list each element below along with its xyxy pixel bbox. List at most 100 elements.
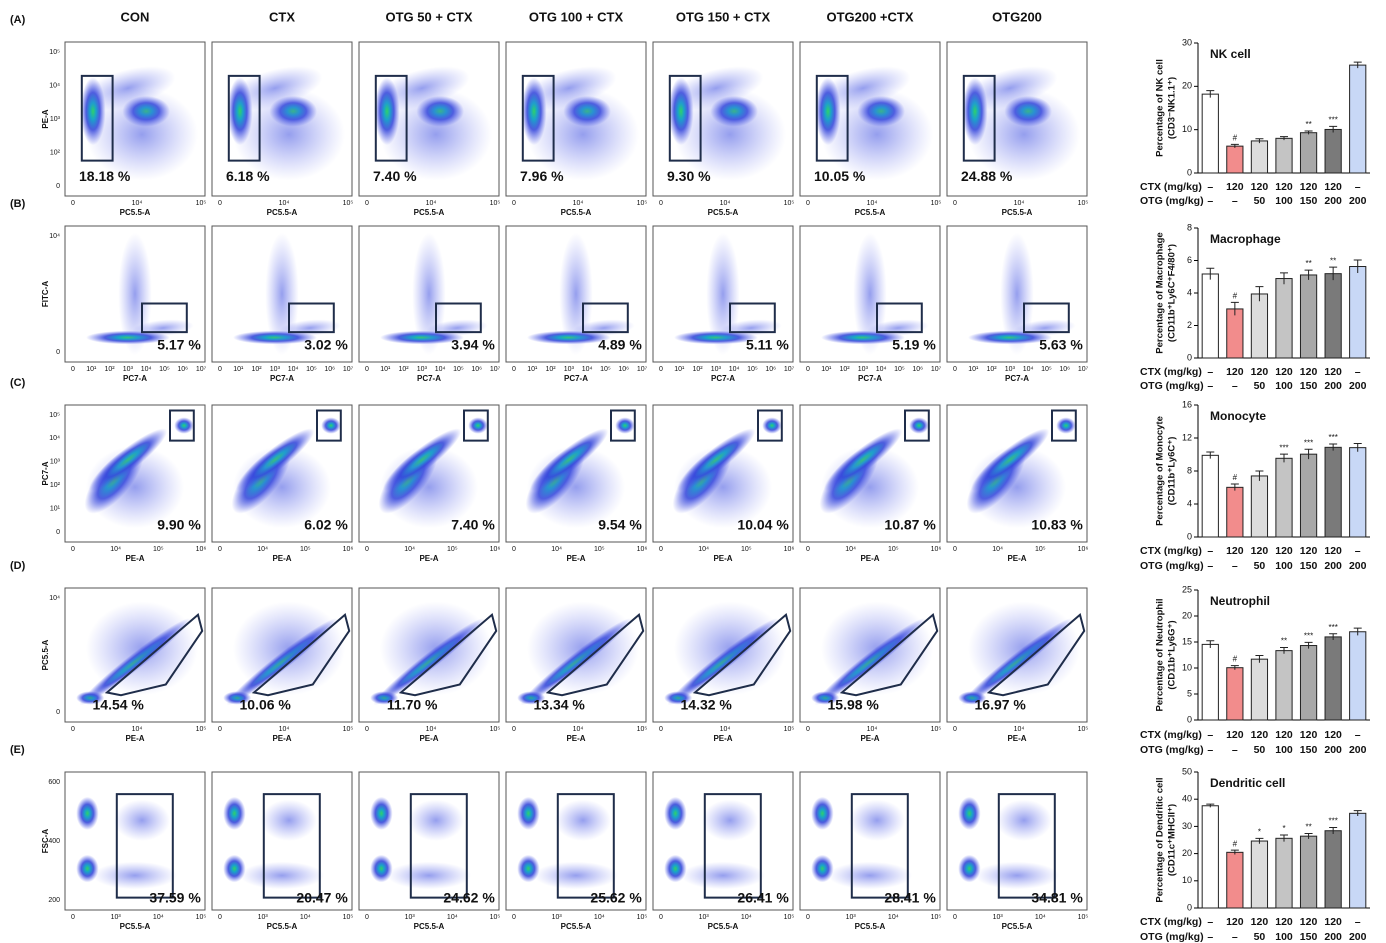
gate: [409, 793, 468, 899]
error-bar: [1280, 647, 1288, 654]
bar: [1201, 93, 1219, 174]
gate-percent: 15.98 %: [828, 697, 880, 713]
table-cell: 200: [1324, 560, 1342, 572]
flow-x-tick-label: 10³: [552, 914, 563, 921]
y-axis-label: Percentage of Monocyte: [1155, 416, 1166, 526]
table-cell: 120: [1251, 545, 1269, 557]
flow-x-tick-label: 10⁴: [888, 914, 899, 921]
y-tick-label: 0: [1187, 902, 1192, 912]
density-cloud: [380, 446, 478, 529]
flow-x-label: PC7-A: [417, 374, 441, 383]
table-cell: –: [1355, 545, 1361, 557]
flow-x-tick-label: 10⁴: [720, 200, 731, 207]
flow-x-tick-label: 0: [806, 546, 810, 553]
row-label: (B): [10, 198, 26, 210]
table-cell: 120: [1300, 366, 1318, 378]
flow-y-tick-label: 10⁵: [49, 412, 60, 419]
flow-x-tick-label: 10⁴: [426, 200, 437, 207]
panel-frame: [652, 587, 794, 723]
density-cloud: [380, 88, 492, 181]
bar: [1324, 446, 1342, 538]
gate-percent: 24.62 %: [443, 890, 495, 906]
significance: *: [1258, 827, 1261, 836]
panel-frame: [358, 771, 500, 911]
error-bar: [1230, 849, 1239, 855]
bar: [1299, 132, 1318, 174]
gate: [251, 613, 351, 697]
flow-x-tick-label: 10²: [105, 366, 116, 373]
y-tick-label: 6: [1187, 255, 1192, 265]
panel-frame: [64, 41, 206, 197]
flow-y-tick-label: 10¹: [50, 505, 61, 512]
density-cloud: [702, 799, 758, 841]
flow-x-tick-label: 0: [218, 726, 222, 733]
gate: [668, 74, 702, 162]
gate: [556, 793, 615, 899]
significance: ***: [1279, 443, 1288, 452]
significance: *: [1282, 824, 1285, 833]
gate: [582, 302, 629, 334]
flow-x-tick-label: 10⁵: [784, 726, 795, 733]
gate: [904, 409, 930, 442]
flow-x-tick-label: 0: [512, 546, 516, 553]
flow-x-tick-label: 10⁵: [343, 200, 354, 207]
panel-frame: [211, 771, 353, 911]
density-cloud: [706, 232, 740, 356]
gate-percent: 24.88 %: [961, 168, 1013, 184]
density-cloud: [114, 799, 170, 841]
density: [664, 796, 765, 890]
gate: [141, 302, 188, 334]
error-bar: [1206, 803, 1215, 808]
density-cloud: [240, 861, 324, 890]
panel-frame: [946, 404, 1088, 543]
flow-x-tick-label: 10⁵: [637, 200, 648, 207]
table-cell: 50: [1254, 380, 1266, 392]
panel-frame: [946, 225, 1088, 363]
flow-x-label: PC5.5-A: [267, 208, 298, 217]
error-bar: [1206, 451, 1215, 459]
density-cloud: [86, 446, 184, 529]
flow-x-tick-label: 0: [659, 726, 663, 733]
flow-panel: 10.87 % 0 10⁴ 10⁵ 10⁶ PE-A: [799, 404, 941, 563]
flow-x-tick-label: 10⁵: [490, 914, 501, 921]
panel-frame: [505, 771, 647, 911]
flow-x-tick-label: 0: [512, 914, 516, 921]
panel-frame: [64, 404, 206, 543]
table-cell: 120: [1275, 181, 1293, 193]
density-cloud: [909, 417, 929, 434]
flow-x-tick-label: 10³: [711, 366, 722, 373]
table-cell: 100: [1275, 380, 1293, 392]
gate-percent: 34.81 %: [1031, 890, 1083, 906]
flow-x-tick-label: 10³: [258, 914, 269, 921]
density: [811, 601, 933, 706]
error-bar: [1280, 453, 1288, 463]
flow-panel: 9.54 % 0 10⁴ 10⁵ 10⁶ PE-A: [505, 404, 647, 563]
flow-x-tick-label: 10²: [987, 366, 998, 373]
gate-percent: 25.62 %: [590, 890, 642, 906]
density-cloud: [681, 861, 765, 890]
density: [517, 601, 639, 706]
y-tick-label: 4: [1187, 498, 1192, 508]
density-cloud: [233, 446, 331, 529]
flow-x-tick-label: 0: [659, 914, 663, 921]
density-cloud: [1000, 232, 1034, 356]
gate-percent: 10.04 %: [737, 516, 789, 532]
bar: [1349, 64, 1367, 174]
flow-x-label: PC5.5-A: [855, 922, 886, 931]
gate-percent: 10.87 %: [884, 516, 936, 532]
bar: [1201, 454, 1219, 538]
flow-x-tick-label: 10⁵: [741, 546, 752, 553]
density: [525, 417, 635, 529]
flow-panel: 26.41 % 0 10³ 10⁴ 10⁵ PC5.5-A: [652, 771, 794, 931]
panel-frame: [799, 404, 941, 543]
gate: [104, 613, 204, 697]
flow-panel: 5.63 % 0 10¹ 10² 10³ 10⁴ 10⁵ 10⁶ 10⁷ PC7-A: [946, 225, 1089, 383]
density-cloud: [1056, 417, 1076, 434]
gate-percent: 10.06 %: [240, 697, 292, 713]
error-bar: [1353, 627, 1362, 636]
error-bar: [1230, 301, 1239, 316]
flow-x-tick-label: 10⁵: [1078, 200, 1089, 207]
density-cloud: [76, 796, 99, 830]
y-tick-label: 40: [1182, 794, 1192, 804]
y-tick-label: 25: [1182, 584, 1192, 594]
